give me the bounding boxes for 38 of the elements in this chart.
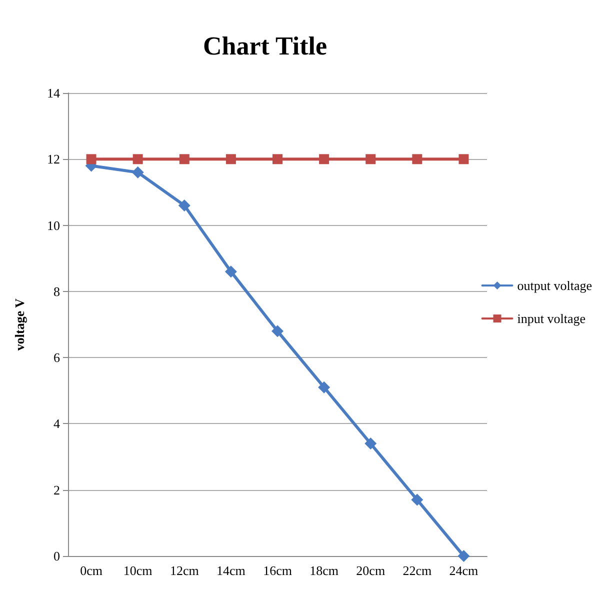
x-tick-label: 16cm [263, 563, 292, 578]
point [458, 550, 470, 562]
point [364, 438, 377, 450]
point [132, 166, 144, 178]
x-tick-label: 18cm [310, 563, 338, 578]
point [411, 494, 424, 506]
legend-label: output voltage [517, 278, 592, 293]
y-tick-label: 0 [54, 548, 60, 564]
y-axis-title: voltage V [12, 298, 27, 351]
point [458, 154, 469, 164]
point [319, 154, 330, 164]
x-tick-label: 22cm [402, 563, 432, 578]
legend-label: input voltage [517, 311, 586, 326]
y-tick-label: 2 [54, 482, 60, 498]
y-tick-label: 12 [47, 152, 60, 167]
y-tick-label: 6 [54, 350, 60, 366]
point [224, 266, 237, 278]
x-tick-label: 14cm [216, 563, 246, 578]
point [272, 325, 284, 338]
point [86, 154, 96, 164]
y-tick-label: 10 [47, 218, 60, 233]
x-tick-label: 0cm [80, 563, 102, 578]
point [179, 154, 190, 164]
point [318, 381, 330, 394]
y-tick-label: 8 [54, 284, 60, 299]
point [132, 154, 143, 164]
x-tick-label: 24cm [449, 563, 478, 578]
x-tick-label: 20cm [356, 563, 386, 578]
point [226, 154, 236, 164]
x-tick-label: 10cm [123, 563, 152, 578]
chart-title: Chart Title [203, 32, 327, 60]
point [412, 154, 422, 164]
point [272, 154, 282, 164]
x-tick-label: 12cm [170, 563, 199, 578]
y-tick-label: 14 [47, 86, 60, 100]
y-tick-label: 4 [54, 416, 60, 432]
point [178, 199, 190, 212]
point [366, 154, 376, 164]
